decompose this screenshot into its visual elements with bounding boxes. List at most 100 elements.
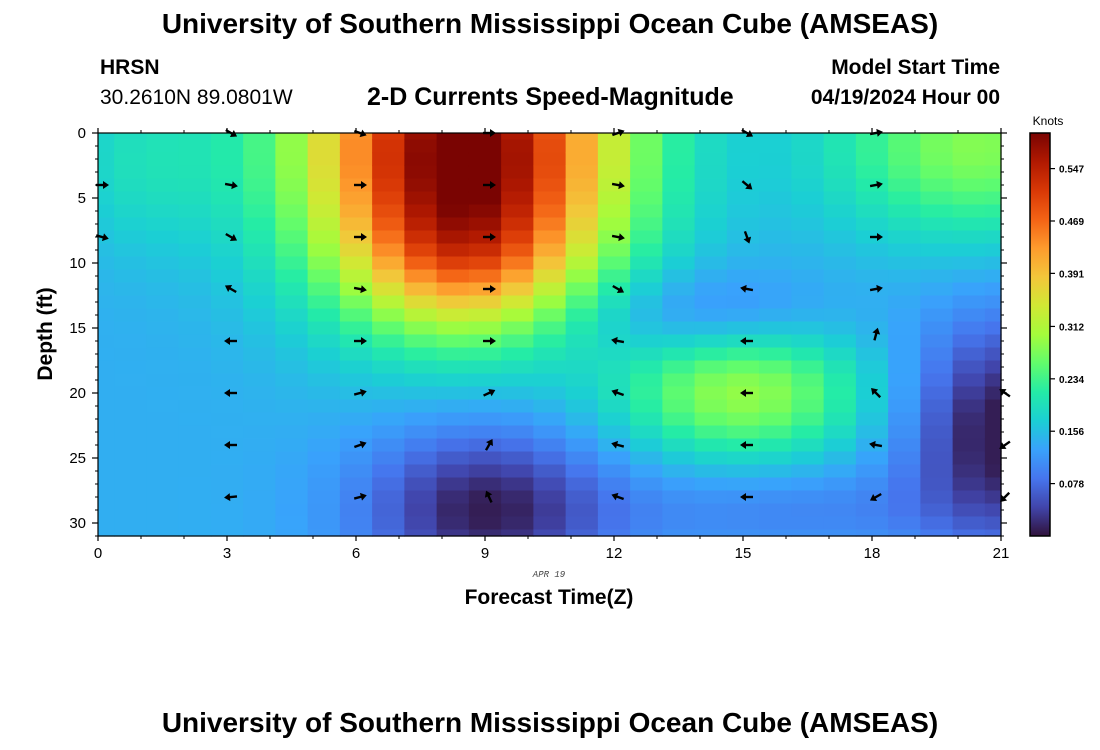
heatmap-cell [372,503,405,518]
heatmap-cell [952,347,986,362]
heatmap-cell [114,165,147,180]
colorbar-scale [1029,132,1051,537]
heatmap-cell [146,490,180,505]
heatmap-cell [888,152,921,167]
heatmap-cell [210,139,244,154]
heatmap-cell [501,360,534,375]
heatmap-cell [404,477,438,492]
heatmap-cell [726,529,760,537]
heatmap-cell [243,451,276,466]
heatmap-cell [98,334,115,349]
heatmap-cell [888,503,921,518]
heatmap-cell [275,503,309,518]
heatmap-cell [533,295,567,310]
heatmap-cell [694,477,728,492]
heatmap-cell [855,133,889,141]
x-tick-label: 21 [993,545,1010,562]
heatmap-cell [823,191,857,206]
heatmap-cell [791,269,825,284]
heatmap-cell [533,308,567,323]
heatmap-cell [920,477,954,492]
heatmap-cell [307,451,341,466]
heatmap-cell [275,165,309,180]
heatmap-cell [694,133,728,141]
heatmap-cell [630,464,663,479]
heatmap-cell [501,204,534,219]
heatmap-cell [436,295,470,310]
heatmap-cell [565,373,599,388]
heatmap-cell [855,516,889,531]
heatmap-cell [597,152,631,167]
heatmap-cell [146,347,180,362]
heatmap-cell [339,308,373,323]
heatmap-cell [404,451,438,466]
heatmap-cell [98,464,115,479]
heatmap-cell [146,386,180,401]
heatmap-cell [404,165,438,180]
heatmap-cell [791,191,825,206]
current-vector-arrow [353,285,367,294]
heatmap-cell [404,503,438,518]
heatmap-cell [114,516,147,531]
heatmap-cell [533,412,567,427]
heatmap-cell [952,425,986,440]
heatmap-cell [307,230,341,245]
heatmap-cell [372,412,405,427]
heatmap-cell [823,425,857,440]
heatmap-cell [630,321,663,336]
heatmap-cell [694,425,728,440]
heatmap-cell [501,152,534,167]
heatmap-cell [662,269,696,284]
heatmap-cell [436,269,470,284]
heatmap-cell [759,243,792,258]
heatmap-cell [275,230,309,245]
heatmap-cell [694,438,728,453]
heatmap-cell [888,373,921,388]
heatmap-cell [210,373,244,388]
heatmap-cell [146,204,180,219]
heatmap-cell [920,412,954,427]
heatmap-cell [307,464,341,479]
heatmap-cell [436,399,470,414]
heatmap-cell [178,165,212,180]
heatmap-cell [114,360,147,375]
heatmap-cell [178,373,212,388]
heatmap-cell [146,133,180,141]
heatmap-cell [952,477,986,492]
model-start-date: 04/19/2024 Hour 00 [810,86,1000,109]
heatmap-cell [501,464,534,479]
heatmap-cell [694,399,728,414]
heatmap-cell [565,165,599,180]
current-vector-arrow [224,337,237,345]
heatmap-cell [114,256,147,271]
heatmap-cell [565,360,599,375]
heatmap-cell [404,243,438,258]
heatmap-cell [501,373,534,388]
heatmap-cell [339,451,373,466]
heatmap-cell [920,438,954,453]
heatmap-cell [114,425,147,440]
heatmap-cell [759,334,792,349]
current-vector-arrow [740,284,754,293]
heatmap-cell [307,334,341,349]
heatmap-cell [114,217,147,232]
heatmap-cell [404,308,438,323]
y-tick-label: 20 [69,385,86,402]
heatmap-cell [662,490,696,505]
current-vector-arrow [740,389,753,397]
heatmap-cell [888,490,921,505]
heatmap-cell [339,133,373,141]
current-vector-arrow [872,327,881,341]
heatmap-cell [726,256,760,271]
heatmap-cell [210,360,244,375]
heatmap-cell [920,282,954,297]
heatmap-cell [984,139,1002,154]
heatmap-cell [501,230,534,245]
heatmap-cell [823,269,857,284]
heatmap-cell [307,308,341,323]
heatmap-cell [307,438,341,453]
heatmap-cell [630,282,663,297]
current-vector-arrow [354,233,367,241]
heatmap-cell [146,425,180,440]
heatmap-cell [597,256,631,271]
